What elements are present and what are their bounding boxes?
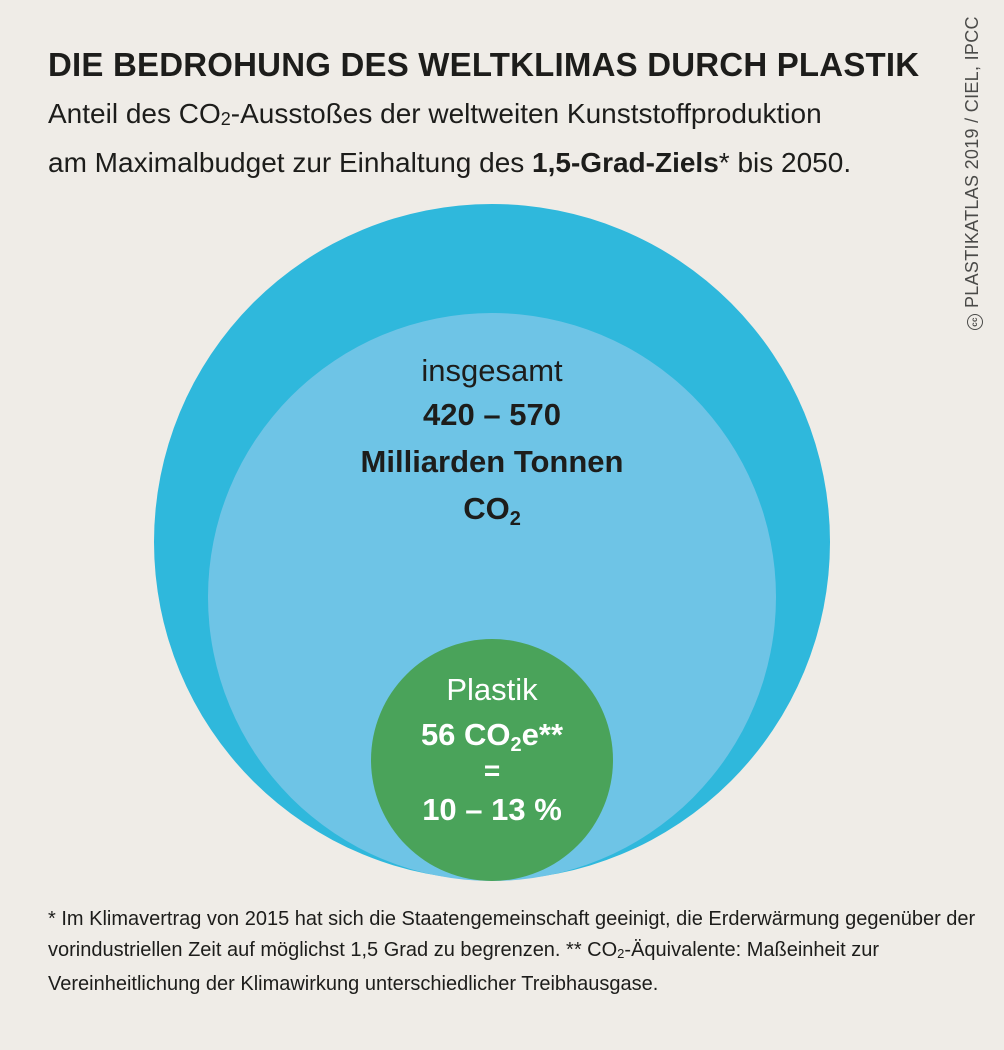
plastic-label: Plastik	[446, 672, 538, 707]
chart-subtitle: Anteil des CO2-Ausstoßes der weltweiten …	[48, 92, 928, 185]
total-gas: CO2	[463, 491, 521, 530]
footnote-text: * Im Klimavertrag von 2015 hat sich die …	[48, 908, 976, 961]
plastic-value-text: 56 CO	[421, 717, 511, 752]
subtitle-text: am Maximalbudget zur Einhaltung des	[48, 147, 533, 178]
subtitle-bold: 1,5-Grad-Ziels	[532, 147, 719, 178]
plastic-circle	[371, 639, 613, 881]
plastic-value-suffix: e**	[522, 717, 564, 752]
plastic-value: 56 CO2e**	[421, 717, 564, 756]
plastic-share: 10 – 13 %	[422, 792, 562, 827]
subtitle-subscript: 2	[220, 109, 231, 129]
plastic-label-group: Plastik 56 CO2e** = 10 – 13 %	[421, 672, 564, 827]
footnote: * Im Klimavertrag von 2015 hat sich die …	[48, 904, 978, 1000]
plastic-equals: =	[484, 755, 500, 786]
total-unit: Milliarden Tonnen	[361, 444, 624, 479]
total-gas-text: CO	[463, 491, 510, 526]
subtitle-text: -Ausstoßes der weltweiten Kunststoffprod…	[230, 98, 822, 129]
total-range: 420 – 570	[423, 397, 561, 432]
total-min-circle	[208, 313, 776, 881]
total-label: insgesamt	[421, 353, 563, 388]
total-gas-subscript: 2	[510, 508, 521, 530]
footnote-text: -Äquivalente: Maßeinheit zur Vereinheitl…	[48, 939, 879, 995]
plastic-value-subscript: 2	[511, 734, 522, 756]
subtitle-text: Anteil des CO	[48, 98, 221, 129]
chart-title: DIE BEDROHUNG DES WELTKLIMAS DURCH PLAST…	[48, 46, 920, 83]
footnote-subscript: 2	[617, 946, 625, 961]
subtitle-text: * bis 2050.	[718, 147, 852, 178]
total-label-group: insgesamt 420 – 570 Milliarden Tonnen CO…	[361, 353, 624, 530]
